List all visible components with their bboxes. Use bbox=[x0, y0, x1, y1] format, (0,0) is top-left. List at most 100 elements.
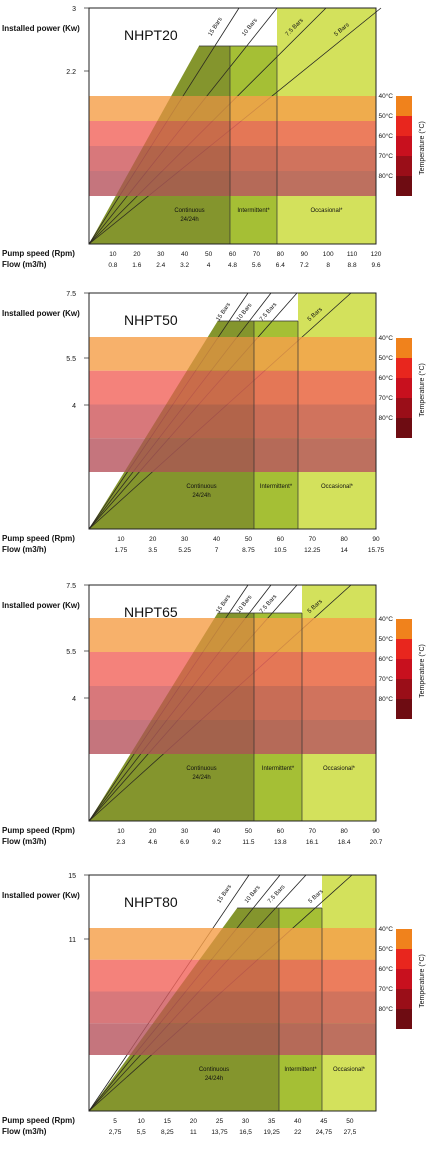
flow-tick: 3.2 bbox=[180, 262, 189, 269]
zone-label-intermittent: Intermittent* bbox=[262, 766, 295, 772]
flow-tick: 13,75 bbox=[211, 1129, 228, 1136]
pump-speed-tick: 60 bbox=[229, 251, 237, 258]
flow-tick: 15.75 bbox=[368, 547, 385, 554]
temperature-axis-label: Temperature (°C) bbox=[418, 644, 426, 698]
temperature-tick: 60°C bbox=[378, 132, 393, 140]
pump-speed-tick: 30 bbox=[181, 536, 189, 543]
pump-speed-tick: 5 bbox=[113, 1118, 117, 1125]
temperature-tick: 80°C bbox=[378, 414, 393, 422]
temperature-tick: 40°C bbox=[378, 615, 393, 623]
flow-tick: 7.2 bbox=[300, 262, 309, 269]
y-axis-label: Installed power (Kw) bbox=[2, 309, 80, 318]
flow-tick: 2.3 bbox=[116, 839, 125, 846]
x-axis-label-flow: Flow (m3/h) bbox=[2, 545, 47, 554]
plot-frame bbox=[88, 874, 377, 1112]
x-axis-label-flow: Flow (m3/h) bbox=[2, 1127, 47, 1136]
chart-panel-nhpt80: 15 Bars 10 Bars 7.5 Bars 5 BarsNHPT80Instal… bbox=[2, 873, 426, 1136]
temperature-tick: 40°C bbox=[378, 925, 393, 933]
temperature-swatch bbox=[396, 96, 412, 116]
pump-speed-tick: 25 bbox=[216, 1118, 224, 1125]
flow-tick: 8 bbox=[326, 262, 330, 269]
temperature-tick: 50°C bbox=[378, 945, 393, 953]
pump-speed-tick: 30 bbox=[157, 251, 165, 258]
zone-label-continuous-sub: 24/24h bbox=[180, 217, 198, 223]
flow-tick: 27,5 bbox=[344, 1129, 357, 1136]
temperature-swatch bbox=[396, 338, 412, 358]
flow-tick: 13.8 bbox=[274, 839, 287, 846]
pump-speed-tick: 50 bbox=[245, 828, 253, 835]
flow-tick: 11 bbox=[190, 1129, 197, 1136]
temperature-band bbox=[89, 96, 376, 121]
temperature-tick: 50°C bbox=[378, 635, 393, 643]
temperature-band bbox=[89, 337, 376, 371]
temperature-band bbox=[89, 686, 376, 720]
continuous-overlay bbox=[89, 321, 254, 529]
flow-tick: 8.8 bbox=[348, 262, 357, 269]
flow-tick: 11.5 bbox=[242, 839, 255, 846]
pump-speed-tick: 45 bbox=[320, 1118, 328, 1125]
temperature-swatch bbox=[396, 949, 412, 969]
pump-speed-tick: 20 bbox=[149, 536, 157, 543]
x-axis-label-speed: Pump speed (Rpm) bbox=[2, 534, 75, 543]
flow-tick: 16.1 bbox=[306, 839, 319, 846]
x-axis-label-speed: Pump speed (Rpm) bbox=[2, 249, 75, 258]
flow-tick: 6.4 bbox=[276, 262, 285, 269]
flow-tick: 4.6 bbox=[148, 839, 157, 846]
pump-speed-tick: 40 bbox=[213, 536, 221, 543]
chart-title: NHPT65 bbox=[124, 604, 178, 620]
temperature-band bbox=[89, 959, 376, 992]
flow-tick: 5.25 bbox=[178, 547, 191, 554]
temperature-swatch bbox=[396, 116, 412, 136]
zone-label-continuous: Continuous bbox=[186, 766, 216, 772]
chart-panel-nhpt50: 15 Bars 10 Bars 7.5 Bars 5 BarsNHPT50Instal… bbox=[2, 291, 426, 554]
y-axis-label: Installed power (Kw) bbox=[2, 24, 80, 33]
temperature-swatch bbox=[396, 619, 412, 639]
y-tick-label: 7.5 bbox=[66, 583, 76, 590]
pump-speed-tick: 20 bbox=[149, 828, 157, 835]
pump-speed-tick: 120 bbox=[371, 251, 382, 258]
chart-title: NHPT20 bbox=[124, 27, 178, 43]
x-axis-label-speed: Pump speed (Rpm) bbox=[2, 826, 75, 835]
flow-tick: 2,75 bbox=[109, 1129, 122, 1136]
y-axis-label: Installed power (Kw) bbox=[2, 601, 80, 610]
temperature-tick: 50°C bbox=[378, 112, 393, 120]
y-tick-label: 15 bbox=[68, 873, 76, 880]
y-tick-label: 11 bbox=[69, 937, 76, 944]
flow-tick: 10.5 bbox=[274, 547, 287, 554]
temperature-tick: 40°C bbox=[378, 92, 393, 100]
continuous-overlay bbox=[89, 908, 279, 1111]
flow-tick: 3.5 bbox=[148, 547, 157, 554]
temperature-swatch bbox=[396, 378, 412, 398]
temperature-swatch bbox=[396, 176, 412, 196]
flow-tick: 5.6 bbox=[252, 262, 261, 269]
temperature-swatch bbox=[396, 1009, 412, 1029]
pump-speed-tick: 60 bbox=[277, 536, 285, 543]
flow-tick: 24,75 bbox=[316, 1129, 333, 1136]
pump-speed-tick: 15 bbox=[164, 1118, 172, 1125]
pump-speed-tick: 80 bbox=[340, 828, 348, 835]
temperature-axis-label: Temperature (°C) bbox=[418, 121, 426, 175]
pump-speed-tick: 70 bbox=[309, 536, 317, 543]
temperature-swatch bbox=[396, 358, 412, 378]
temperature-band bbox=[89, 146, 376, 171]
temperature-tick: 40°C bbox=[378, 334, 393, 342]
temperature-band bbox=[89, 404, 376, 439]
zone-label-intermittent: Intermittent* bbox=[260, 484, 293, 490]
pump-speed-tick: 90 bbox=[372, 828, 380, 835]
x-axis-label-flow: Flow (m3/h) bbox=[2, 260, 47, 269]
temperature-scale: 40°C 50°C 60°C 70°C 80°C Temperature (°C) bbox=[378, 925, 426, 1029]
y-axis-label: Installed power (Kw) bbox=[2, 891, 80, 900]
temperature-tick: 60°C bbox=[378, 655, 393, 663]
temperature-tick: 80°C bbox=[378, 695, 393, 703]
pump-speed-tick: 100 bbox=[323, 251, 334, 258]
flow-tick: 0.8 bbox=[108, 262, 117, 269]
pump-speed-tick: 20 bbox=[190, 1118, 198, 1125]
flow-tick: 9.2 bbox=[212, 839, 221, 846]
temperature-swatch bbox=[396, 929, 412, 949]
flow-tick: 7 bbox=[215, 547, 219, 554]
pump-speed-tick: 40 bbox=[213, 828, 221, 835]
temperature-swatch bbox=[396, 679, 412, 699]
flow-tick: 8,25 bbox=[161, 1129, 174, 1136]
flow-tick: 12.25 bbox=[304, 547, 321, 554]
